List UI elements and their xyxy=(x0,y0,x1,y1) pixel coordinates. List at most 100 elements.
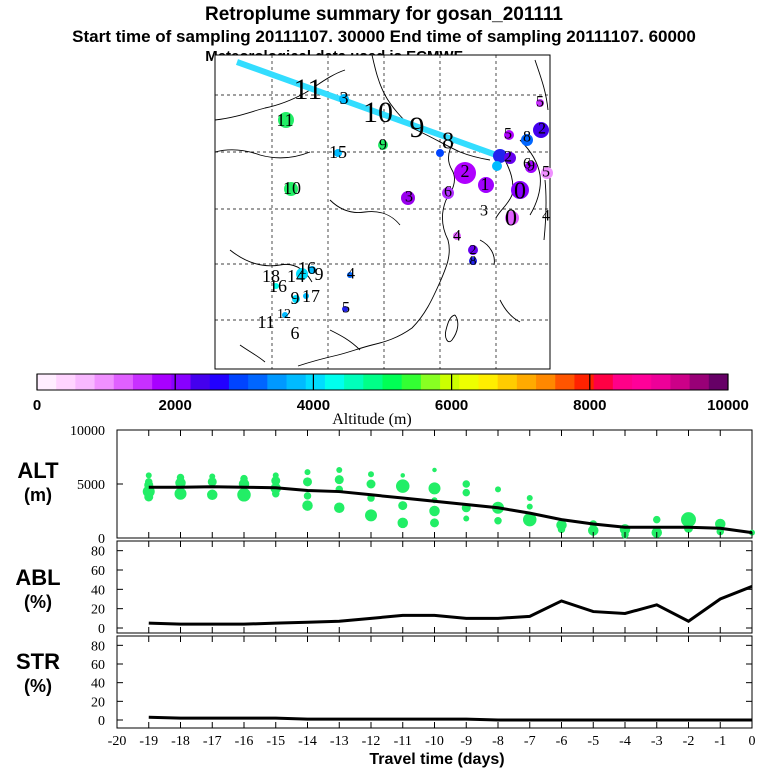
x-tick-label-11: -9 xyxy=(460,734,472,749)
colorbar-tick-label-1: 2000 xyxy=(159,397,192,414)
alt-point-38 xyxy=(430,518,439,528)
map-marker-22 xyxy=(436,149,444,157)
x-tick-label-14: -6 xyxy=(556,734,568,749)
x-tick-label-3: -17 xyxy=(203,734,222,749)
abl-ytick-label-1: 20 xyxy=(91,603,105,618)
colorbar-cell-6 xyxy=(152,374,172,390)
map-number-4: 3 xyxy=(340,88,349,108)
map-marker-12 xyxy=(505,211,519,225)
map-number-30: 18 xyxy=(262,266,280,286)
map-frame xyxy=(214,54,551,370)
colorbar-cell-23 xyxy=(478,374,499,390)
alt-point-23 xyxy=(334,475,344,485)
str-axis: 0 20 40 60 80 xyxy=(91,639,752,729)
map-marker-0 xyxy=(278,112,294,128)
alt-point-20 xyxy=(303,492,312,500)
colorbar-cell-35 xyxy=(708,374,729,390)
map-marker-6 xyxy=(478,177,494,193)
colorbar-cell-22 xyxy=(459,374,479,390)
x-tick-label-5: -15 xyxy=(266,734,285,749)
str-label: STR xyxy=(16,649,60,674)
colorbar-cell-32 xyxy=(651,374,671,390)
map-marker-8 xyxy=(442,187,454,199)
colorbar-cell-33 xyxy=(670,374,691,390)
abl-ytick-label-0: 0 xyxy=(98,622,105,637)
x-tick-label-15: -5 xyxy=(587,734,599,749)
x-tick-label-12: -8 xyxy=(492,734,504,749)
map-marker-18 xyxy=(536,99,544,107)
map-marker-25 xyxy=(342,306,348,312)
alt-point-27 xyxy=(366,479,376,489)
alt-point-9 xyxy=(207,477,217,487)
colorbar: 0 2000 4000 6000 8000 10000 Altitude (m) xyxy=(33,373,749,428)
x-axis-label: Travel time (days) xyxy=(369,751,504,768)
alt-point-47 xyxy=(526,503,533,510)
x-tick-label-6: -14 xyxy=(298,734,317,749)
colorbar-tick-label-0: 0 xyxy=(33,397,41,414)
alt-point-15 xyxy=(271,476,281,486)
map-number-14: 0 xyxy=(505,206,517,232)
map-number-0: 11 xyxy=(294,73,323,106)
alt-point-13 xyxy=(237,488,251,502)
colorbar-cell-31 xyxy=(632,374,652,390)
map-marker-19 xyxy=(453,232,461,240)
alt-point-22 xyxy=(336,466,343,473)
x-tick-label-17: -3 xyxy=(651,734,663,749)
x-tick-label-4: -16 xyxy=(235,734,254,749)
map-number-38: 11 xyxy=(257,312,274,332)
colorbar-cell-12 xyxy=(267,374,288,390)
colorbar-cell-16 xyxy=(344,374,364,390)
alt-point-29 xyxy=(365,509,377,522)
str-ytick-label-3: 60 xyxy=(91,658,105,673)
alt-point-33 xyxy=(397,517,408,529)
map-number-19: 8 xyxy=(523,129,531,146)
map-number-39: 6 xyxy=(291,323,300,343)
map-number-10: 1 xyxy=(481,174,490,194)
colorbar-cell-2 xyxy=(75,374,96,390)
x-tick-label-2: -18 xyxy=(171,734,190,749)
alt-point-40 xyxy=(462,488,470,497)
alt-point-31 xyxy=(396,479,410,493)
map-number-3: 8 xyxy=(442,129,454,155)
map-number-36: 9 xyxy=(291,288,300,308)
map-number-6: 15 xyxy=(329,142,347,162)
alt-point-25 xyxy=(334,502,345,514)
colorbar-cell-11 xyxy=(248,374,268,390)
colorbar-cell-9 xyxy=(209,374,230,390)
colorbar-cell-13 xyxy=(286,374,307,390)
map-markers xyxy=(273,94,553,318)
alt-point-7 xyxy=(174,487,187,500)
colorbar-tick-label-3: 6000 xyxy=(435,397,468,414)
alt-point-39 xyxy=(462,480,470,488)
str-ytick-label-1: 20 xyxy=(91,695,105,710)
map-marker-5 xyxy=(454,162,476,184)
map-number-22: 9 xyxy=(527,158,535,175)
x-tick-label-1: -19 xyxy=(139,734,158,749)
alt-point-30 xyxy=(400,473,405,478)
map-marker-17 xyxy=(541,167,553,179)
abl-ytick-label-3: 60 xyxy=(91,564,105,579)
alt-point-32 xyxy=(398,501,408,511)
map-number-24: 4 xyxy=(542,208,550,225)
map-number-23: 5 xyxy=(542,164,550,181)
alt-point-26 xyxy=(368,471,374,478)
map-number-21: 5 xyxy=(536,94,544,111)
map-number-11: 3 xyxy=(405,189,413,206)
str-line xyxy=(148,715,752,722)
map-number-20: 2 xyxy=(538,121,546,138)
alt-unit: (m) xyxy=(24,485,52,505)
map-number-34: 16 xyxy=(269,276,287,296)
coastline xyxy=(214,54,549,367)
colorbar-cell-30 xyxy=(612,374,633,390)
x-tick-label-0: -20 xyxy=(108,734,127,749)
x-tick-label-19: -1 xyxy=(714,734,726,749)
map-number-9: 2 xyxy=(461,161,470,181)
map-marker-9 xyxy=(493,149,507,163)
alt-point-59 xyxy=(715,518,726,530)
map-number-17: 2 xyxy=(504,149,512,166)
alt-point-48 xyxy=(523,512,537,527)
x-tick-label-16: -4 xyxy=(619,734,631,749)
x-tick-label-9: -11 xyxy=(394,734,412,749)
